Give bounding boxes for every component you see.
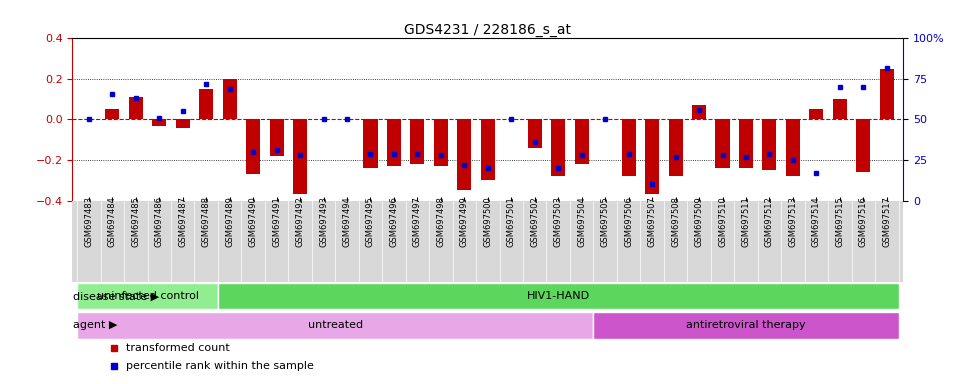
Bar xyxy=(692,105,706,119)
Bar xyxy=(77,283,218,310)
Bar xyxy=(481,119,495,180)
Bar xyxy=(593,312,898,339)
Text: percentile rank within the sample: percentile rank within the sample xyxy=(127,361,314,371)
Bar xyxy=(77,312,593,339)
Bar xyxy=(739,119,753,168)
Bar xyxy=(527,119,542,148)
Text: antiretroviral therapy: antiretroviral therapy xyxy=(686,321,806,331)
Bar xyxy=(363,119,378,168)
Bar xyxy=(810,109,823,119)
Text: HIV1-HAND: HIV1-HAND xyxy=(526,291,590,301)
Text: transformed count: transformed count xyxy=(127,343,230,353)
Bar xyxy=(222,79,237,119)
Bar xyxy=(856,119,870,172)
Bar xyxy=(199,89,213,119)
Bar xyxy=(621,119,636,176)
Bar xyxy=(762,119,777,170)
Bar xyxy=(716,119,729,168)
Bar xyxy=(645,119,659,194)
Bar xyxy=(833,99,847,119)
Bar xyxy=(411,119,424,164)
Bar xyxy=(270,119,284,156)
Text: untreated: untreated xyxy=(308,321,363,331)
Title: GDS4231 / 228186_s_at: GDS4231 / 228186_s_at xyxy=(405,23,571,37)
Text: agent ▶: agent ▶ xyxy=(72,321,117,331)
Bar xyxy=(575,119,588,164)
Bar xyxy=(293,119,307,194)
Bar xyxy=(786,119,800,176)
Bar xyxy=(128,97,143,119)
Bar xyxy=(457,119,471,190)
Bar xyxy=(218,283,898,310)
Bar xyxy=(880,69,894,119)
Bar xyxy=(153,119,166,126)
Bar xyxy=(668,119,683,176)
Text: uninfected control: uninfected control xyxy=(97,291,199,301)
Bar xyxy=(434,119,448,166)
Text: disease state ▶: disease state ▶ xyxy=(72,291,159,301)
Bar xyxy=(552,119,565,176)
Bar xyxy=(246,119,260,174)
Bar xyxy=(176,119,189,127)
Bar xyxy=(105,109,120,119)
Bar xyxy=(387,119,401,166)
